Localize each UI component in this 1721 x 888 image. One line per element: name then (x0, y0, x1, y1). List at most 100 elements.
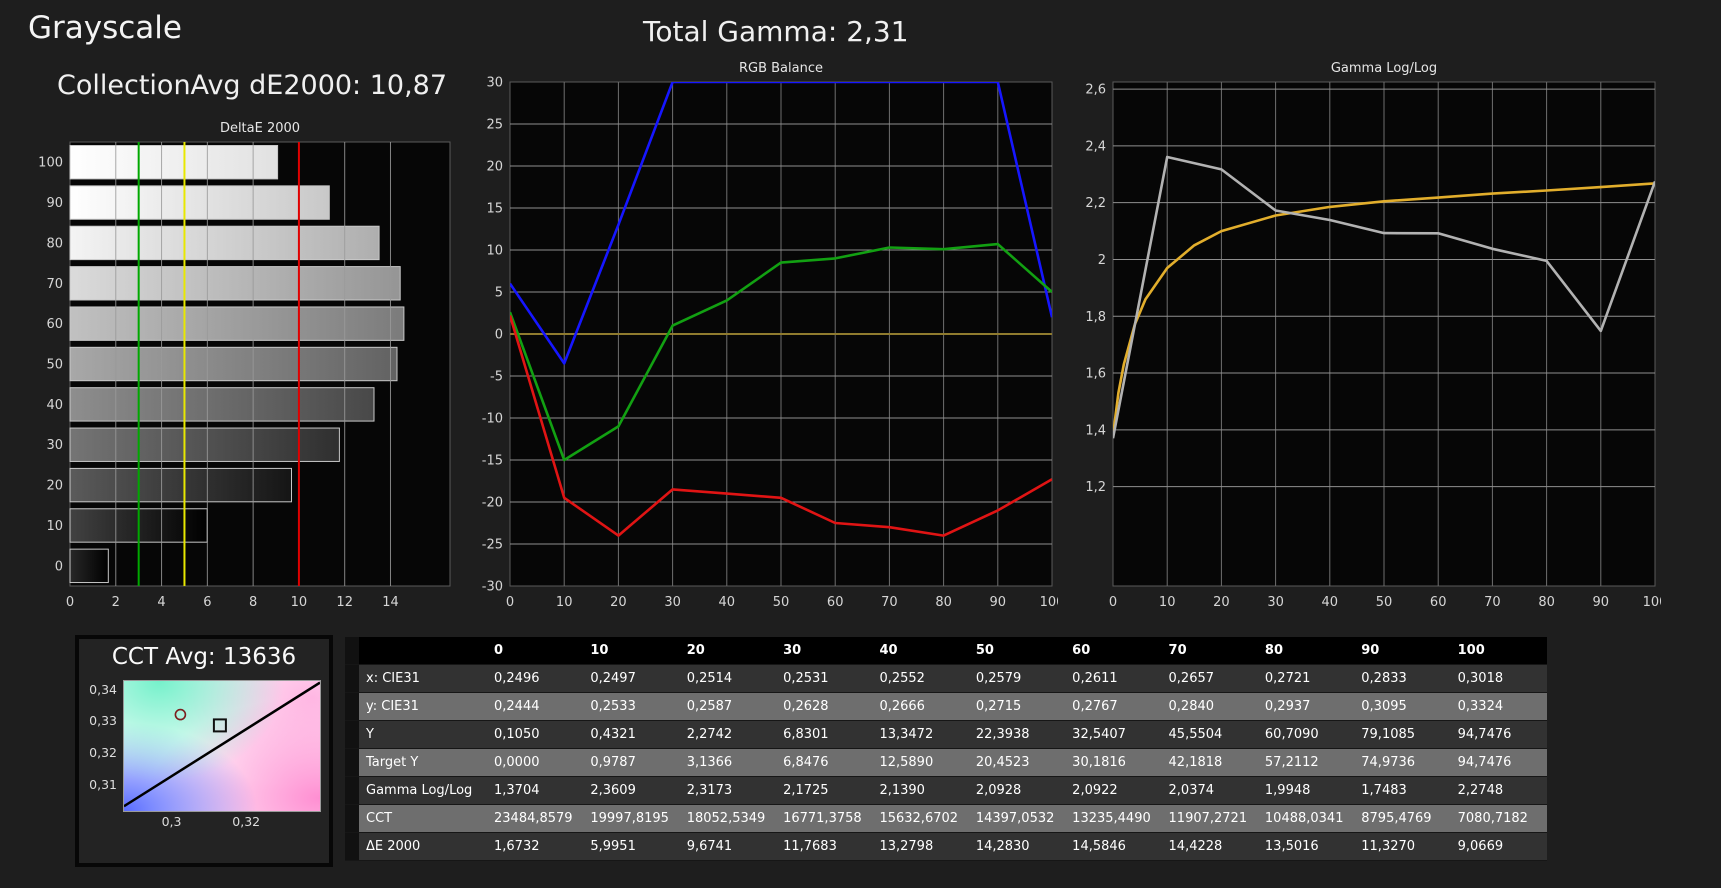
table-cell: 0,2533 (583, 693, 680, 721)
cie-y-tick-label: 0,33 (89, 713, 117, 729)
table-cell: 11,3270 (1354, 833, 1451, 861)
table-cell: 6,8476 (776, 749, 873, 777)
table-row-strip (345, 693, 359, 721)
y-tick-label: 90 (46, 196, 63, 211)
table-cell: 79,1085 (1354, 721, 1451, 749)
x-tick-label: 10 (291, 595, 308, 610)
y-tick-label: 30 (486, 76, 503, 91)
table-cell: 10488,0341 (1257, 805, 1355, 833)
table-corner-cell (345, 637, 359, 665)
y-tick-label: 10 (46, 519, 63, 534)
y-tick-label: -20 (482, 496, 503, 511)
table-cell: 2,1725 (776, 777, 873, 805)
x-tick-label: 14 (382, 595, 399, 610)
y-tick-label: -10 (482, 412, 503, 427)
cie-y-tick-label: 0,34 (89, 681, 117, 697)
y-tick-label: 2,6 (1085, 83, 1106, 98)
table-cell: 0,2715 (968, 693, 1066, 721)
x-tick-label: 30 (664, 595, 681, 610)
chart-title: RGB Balance (739, 61, 823, 76)
table-cell: 94,7476 (1450, 749, 1547, 777)
table-column-header: 80 (1257, 637, 1355, 665)
x-tick-label: 100 (1643, 595, 1661, 610)
y-tick-label: 0 (495, 328, 503, 343)
target-white-marker (212, 718, 227, 733)
table-cell: 2,0374 (1161, 777, 1258, 805)
y-tick-label: 0 (55, 559, 63, 574)
table-cell: 2,3173 (679, 777, 777, 805)
table-cell: 0,2628 (776, 693, 873, 721)
table-row-label: x: CIE31 (359, 665, 487, 693)
x-tick-label: 50 (1376, 595, 1393, 610)
x-tick-label: 30 (1267, 595, 1284, 610)
table-cell: 0,2657 (1161, 665, 1258, 693)
table-cell: 22,3938 (968, 721, 1066, 749)
measured-white-marker (174, 708, 187, 721)
x-tick-label: 10 (1159, 595, 1176, 610)
table-cell: 1,3704 (487, 777, 584, 805)
table-cell: 19997,8195 (583, 805, 680, 833)
table-row-strip (345, 805, 359, 833)
table-column-header: 100 (1450, 637, 1547, 665)
y-tick-label: 2,4 (1085, 139, 1106, 154)
y-tick-label: 20 (46, 479, 63, 494)
table-cell: 3,1366 (679, 749, 777, 777)
cie-y-tick-label: 0,32 (89, 744, 117, 760)
bar-level-60 (69, 306, 405, 341)
table-column-header: 20 (679, 637, 777, 665)
chart-title: Gamma Log/Log (1331, 61, 1437, 76)
cie-x-tick-label: 0,3 (161, 814, 182, 829)
bar-level-80 (69, 225, 380, 261)
table-column-header: 60 (1065, 637, 1162, 665)
bar-level-90 (69, 185, 330, 220)
x-tick-label: 60 (1430, 595, 1447, 610)
y-tick-label: 25 (486, 118, 503, 133)
table-cell: 0,9787 (583, 749, 680, 777)
x-tick-label: 12 (336, 595, 353, 610)
x-tick-label: 90 (990, 595, 1007, 610)
table-cell: 0,1050 (487, 721, 584, 749)
y-tick-label: 50 (46, 358, 63, 373)
total-gamma-label: Total Gamma: 2,31 (643, 15, 909, 48)
table-cell: 1,9948 (1257, 777, 1355, 805)
x-tick-label: 90 (1593, 595, 1610, 610)
deltae-2000-bar-chart: DeltaE 2000 100 90 80 70 60 50 40 30 20 10 0 0 2 4 6 8 10… (18, 116, 456, 616)
table-row-label: Y (359, 721, 487, 749)
y-tick-label: 100 (38, 156, 63, 171)
table-cell: 60,7090 (1257, 721, 1355, 749)
table-row-label: CCT (359, 805, 487, 833)
cie-y-tick-label: 0,31 (89, 776, 117, 792)
x-tick-label: 4 (157, 595, 165, 610)
table-cell: 30,1816 (1065, 749, 1162, 777)
table-cell: 18052,5349 (679, 805, 777, 833)
table-cell: 0,2587 (679, 693, 777, 721)
table-cell: 0,2666 (872, 693, 969, 721)
table-cell: 0,2444 (487, 693, 584, 721)
gamma-loglog-chart: Gamma Log/Log 0 10 20 30 40 50 60 70 80 90 100 1,2 1,… (1061, 56, 1661, 616)
y-tick-label: 80 (46, 236, 63, 251)
table-label-header (359, 637, 487, 665)
table-cell: 9,0669 (1450, 833, 1547, 861)
table-cell: 45,5504 (1161, 721, 1258, 749)
table-cell: 13,2798 (872, 833, 969, 861)
bar-level-30 (69, 427, 340, 462)
table-cell: 14397,0532 (968, 805, 1066, 833)
y-tick-label: -15 (482, 454, 503, 469)
table-cell: 13,5016 (1257, 833, 1355, 861)
blue-series-line (510, 82, 1052, 365)
table-cell: 23484,8579 (487, 805, 584, 833)
y-tick-label: 2 (1098, 253, 1106, 268)
x-tick-label: 70 (1484, 595, 1501, 610)
table-cell: 0,2579 (968, 665, 1066, 693)
y-tick-label: 70 (46, 277, 63, 292)
table-column-header: 0 (487, 637, 584, 665)
table-cell: 0,3095 (1354, 693, 1451, 721)
x-tick-label: 8 (249, 595, 257, 610)
measurement-table: 0 10 20 30 40 50 60 70 80 90 100 x: CIE31 0,2496 0,24… (345, 637, 1547, 861)
cct-avg-panel: CCT Avg: 13636 0,34 0,33 0,32 0,31 0,3 0,32 (75, 635, 333, 867)
table-cell: 1,7483 (1354, 777, 1451, 805)
x-tick-label: 20 (610, 595, 627, 610)
table-cell: 0,2497 (583, 665, 680, 693)
red-series-line (510, 315, 1052, 537)
table-cell: 6,8301 (776, 721, 873, 749)
